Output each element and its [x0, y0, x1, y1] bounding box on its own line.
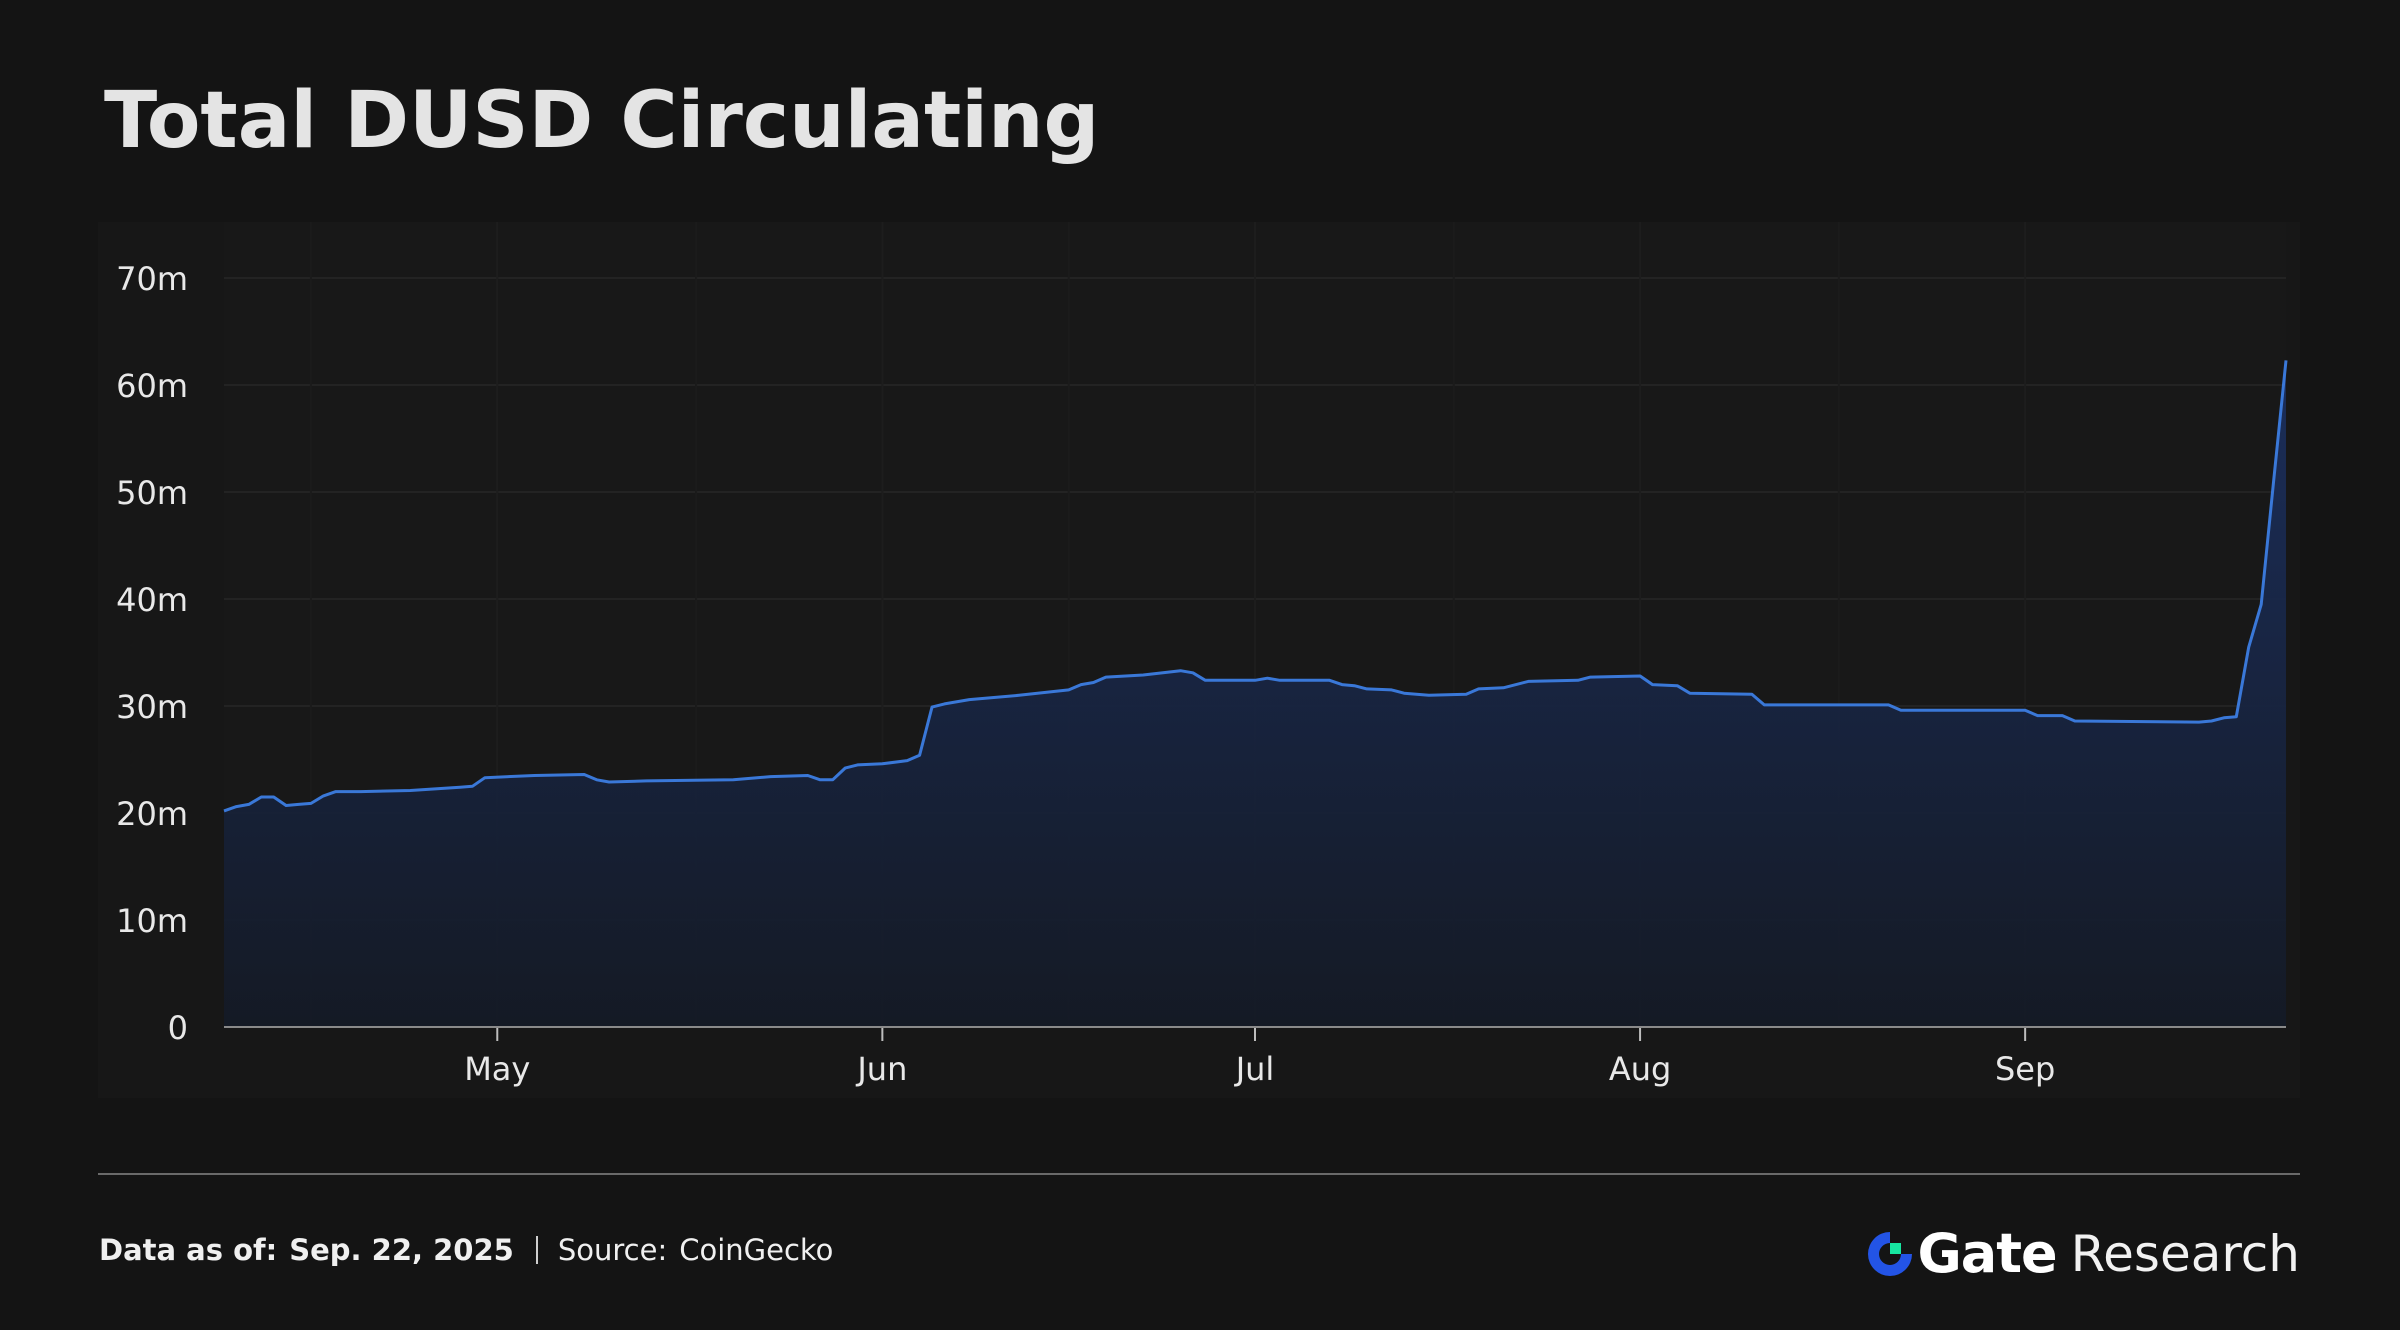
y-tick-label: 30m [116, 688, 188, 726]
series-line [223, 360, 2288, 813]
y-tick-label: 70m [116, 260, 188, 298]
brand-name: Gate [1917, 1222, 2057, 1285]
footer-info: Data as of: Sep. 22, 2025 Source: CoinGe… [99, 1233, 833, 1267]
gate-logo-icon [1868, 1231, 1913, 1276]
data-as-of-label: Data as of: [99, 1233, 278, 1267]
brand-subtitle: Research [2070, 1224, 2300, 1283]
x-tick-label: Sep [1995, 1050, 2055, 1088]
footer-separator [535, 1236, 538, 1264]
series-layer [223, 360, 2288, 1027]
data-as-of-value: Sep. 22, 2025 [289, 1233, 514, 1267]
brand-logo: Gate Research [1865, 1222, 2300, 1285]
y-tick-label: 60m [116, 367, 188, 405]
y-tick-label: 0 [168, 1009, 188, 1047]
x-axis [224, 1026, 2286, 1041]
source-value: CoinGecko [679, 1233, 834, 1267]
y-tick-label: 50m [116, 474, 188, 512]
series-area [224, 360, 2286, 1027]
x-tick-label: May [464, 1050, 530, 1088]
x-tick-label: Jun [855, 1050, 907, 1088]
footer-divider [98, 1173, 2300, 1175]
chart-area: 0 10m 20m 30m 40m 50m 60m 70m May Jun Jul Aug Sep [98, 222, 2300, 1098]
x-axis-labels: May Jun Jul Aug Sep [464, 1050, 2055, 1088]
y-tick-label: 40m [116, 581, 188, 619]
area-chart: 0 10m 20m 30m 40m 50m 60m 70m May Jun Jul Aug Sep [98, 222, 2300, 1098]
x-tick-label: Aug [1609, 1050, 1671, 1088]
source-label: Source: [557, 1233, 668, 1267]
x-tick-label: Jul [1234, 1050, 1275, 1088]
y-tick-label: 20m [116, 795, 188, 833]
y-tick-label: 10m [116, 902, 188, 940]
y-axis-labels: 0 10m 20m 30m 40m 50m 60m 70m [116, 260, 188, 1047]
chart-title: Total DUSD Circulating [104, 76, 1100, 166]
